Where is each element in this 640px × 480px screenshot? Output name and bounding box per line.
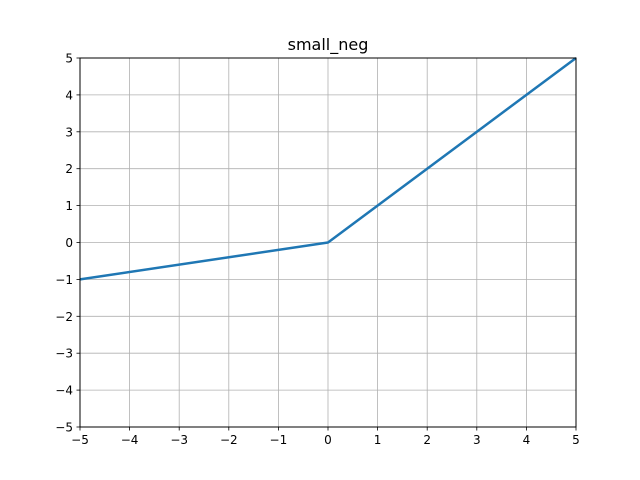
y-tick-label: −5 [55,421,73,435]
series-layer [79,56,577,281]
x-tick-label: −4 [121,433,139,447]
x-tick-label: 4 [523,433,531,447]
y-tick-label: 4 [65,88,73,102]
x-tick-label: −3 [170,433,188,447]
chart-title: small_neg [288,35,369,55]
x-tick-label: −2 [220,433,238,447]
y-tick-label: 3 [65,125,73,139]
y-tick-label: 2 [65,162,73,176]
y-tick-label: −4 [55,384,73,398]
x-tick-label: −5 [71,433,89,447]
y-tick-label: −2 [55,310,73,324]
y-tick-label: −1 [55,273,73,287]
x-tick-label: 3 [473,433,481,447]
x-tick-label: 1 [374,433,382,447]
ticks: −5 −4 −3 −2 −1 0 1 2 3 4 5 −5 −4 −3 −2 −1 0 1 2 3 4 5 [55,52,580,448]
y-tick-label: 0 [65,236,73,250]
y-tick-label: 5 [65,52,73,66]
series-line [79,56,577,281]
y-tick-label: −3 [55,347,73,361]
x-tick-label: 5 [572,433,580,447]
x-tick-label: 2 [423,433,431,447]
x-tick-label: −1 [270,433,288,447]
y-tick-label: 1 [65,199,73,213]
x-tick-label: 0 [324,433,332,447]
